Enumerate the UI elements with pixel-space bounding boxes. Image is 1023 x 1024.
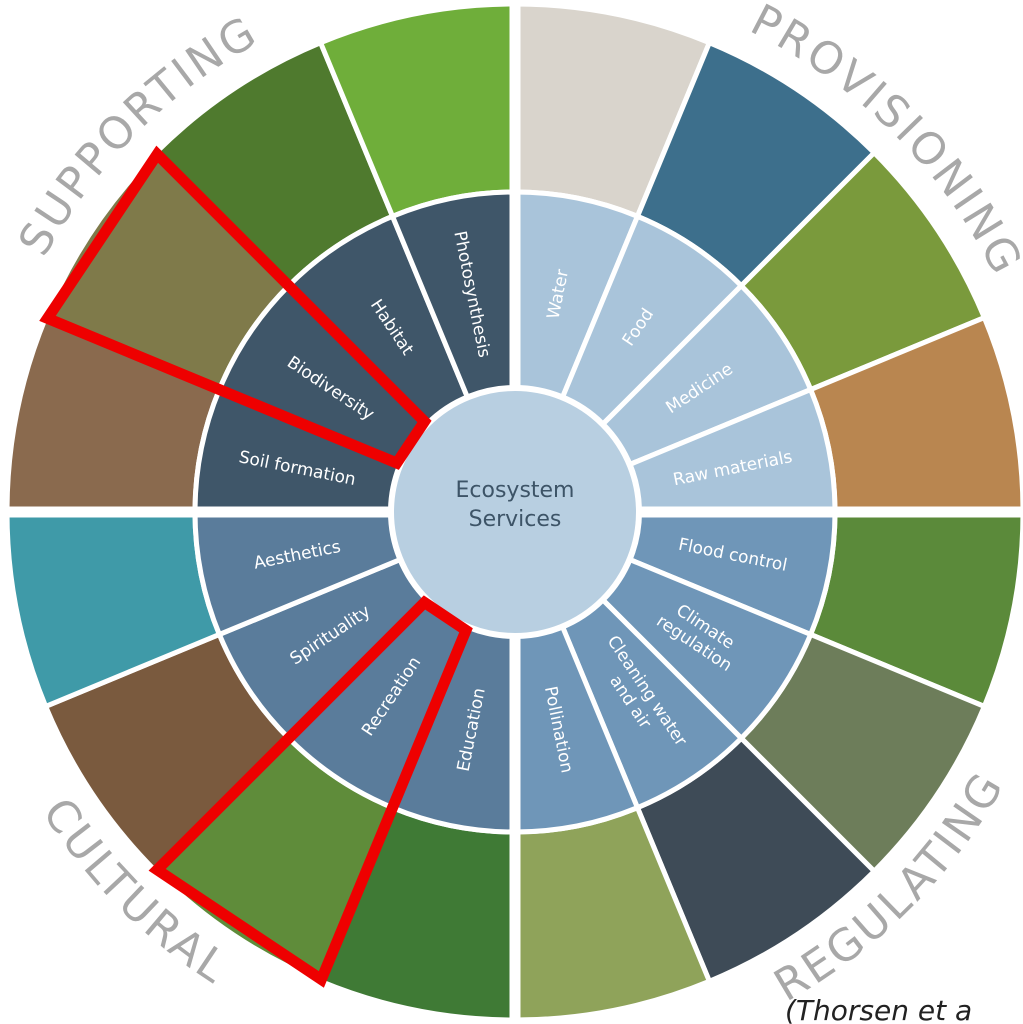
ecosystem-wheel: WaterFoodMedicineRaw materialsFlood cont…: [0, 0, 1023, 1024]
center-title: Ecosystem: [456, 478, 575, 503]
center-title: Services: [469, 507, 562, 532]
citation: (Thorsen et a: [785, 994, 972, 1024]
